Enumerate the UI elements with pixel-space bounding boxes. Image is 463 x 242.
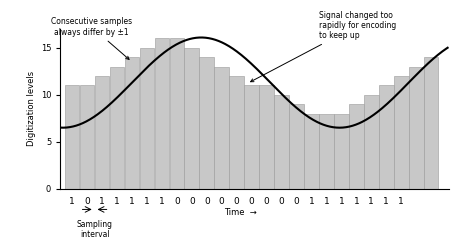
Text: Consecutive samples
always differ by ±1: Consecutive samples always differ by ±1: [51, 17, 132, 59]
Bar: [184, 48, 199, 189]
Bar: [80, 85, 94, 189]
Text: 0: 0: [249, 197, 255, 206]
Bar: [349, 104, 364, 189]
Bar: [169, 38, 184, 189]
Bar: [394, 76, 408, 189]
Y-axis label: Digitization levels: Digitization levels: [27, 71, 37, 146]
Bar: [364, 95, 379, 189]
Bar: [259, 85, 274, 189]
Text: 0: 0: [174, 197, 180, 206]
Bar: [200, 57, 214, 189]
Text: 0: 0: [294, 197, 300, 206]
Bar: [424, 57, 438, 189]
Text: 1: 1: [398, 197, 404, 206]
Text: 1: 1: [144, 197, 150, 206]
Bar: [95, 76, 109, 189]
Bar: [409, 67, 424, 189]
Text: Signal changed too
rapidly for encoding
to keep up: Signal changed too rapidly for encoding …: [250, 10, 396, 82]
Text: 1: 1: [114, 197, 120, 206]
Text: Sampling
interval: Sampling interval: [76, 220, 113, 239]
Text: 1: 1: [99, 197, 105, 206]
Text: 0: 0: [234, 197, 239, 206]
Bar: [334, 113, 349, 189]
Bar: [289, 104, 304, 189]
Bar: [155, 38, 169, 189]
Bar: [304, 113, 319, 189]
Bar: [110, 67, 125, 189]
Bar: [274, 95, 289, 189]
Bar: [65, 85, 80, 189]
Text: 1: 1: [69, 197, 75, 206]
Text: 1: 1: [383, 197, 389, 206]
Text: 1: 1: [353, 197, 359, 206]
Bar: [214, 67, 229, 189]
Bar: [125, 57, 139, 189]
Text: Bit stream
sent: Bit stream sent: [0, 241, 1, 242]
Bar: [379, 85, 394, 189]
Text: Time  →: Time →: [224, 209, 257, 218]
Bar: [140, 48, 154, 189]
Text: 0: 0: [219, 197, 225, 206]
Text: 1: 1: [159, 197, 165, 206]
Text: 1: 1: [309, 197, 314, 206]
Text: 0: 0: [279, 197, 284, 206]
Bar: [229, 76, 244, 189]
Text: 1: 1: [324, 197, 329, 206]
Text: 0: 0: [189, 197, 195, 206]
Text: 1: 1: [129, 197, 135, 206]
Text: 0: 0: [84, 197, 90, 206]
Text: 1: 1: [369, 197, 374, 206]
Text: 1: 1: [338, 197, 344, 206]
Text: 0: 0: [264, 197, 269, 206]
Bar: [319, 113, 334, 189]
Text: 0: 0: [204, 197, 210, 206]
Bar: [244, 85, 259, 189]
